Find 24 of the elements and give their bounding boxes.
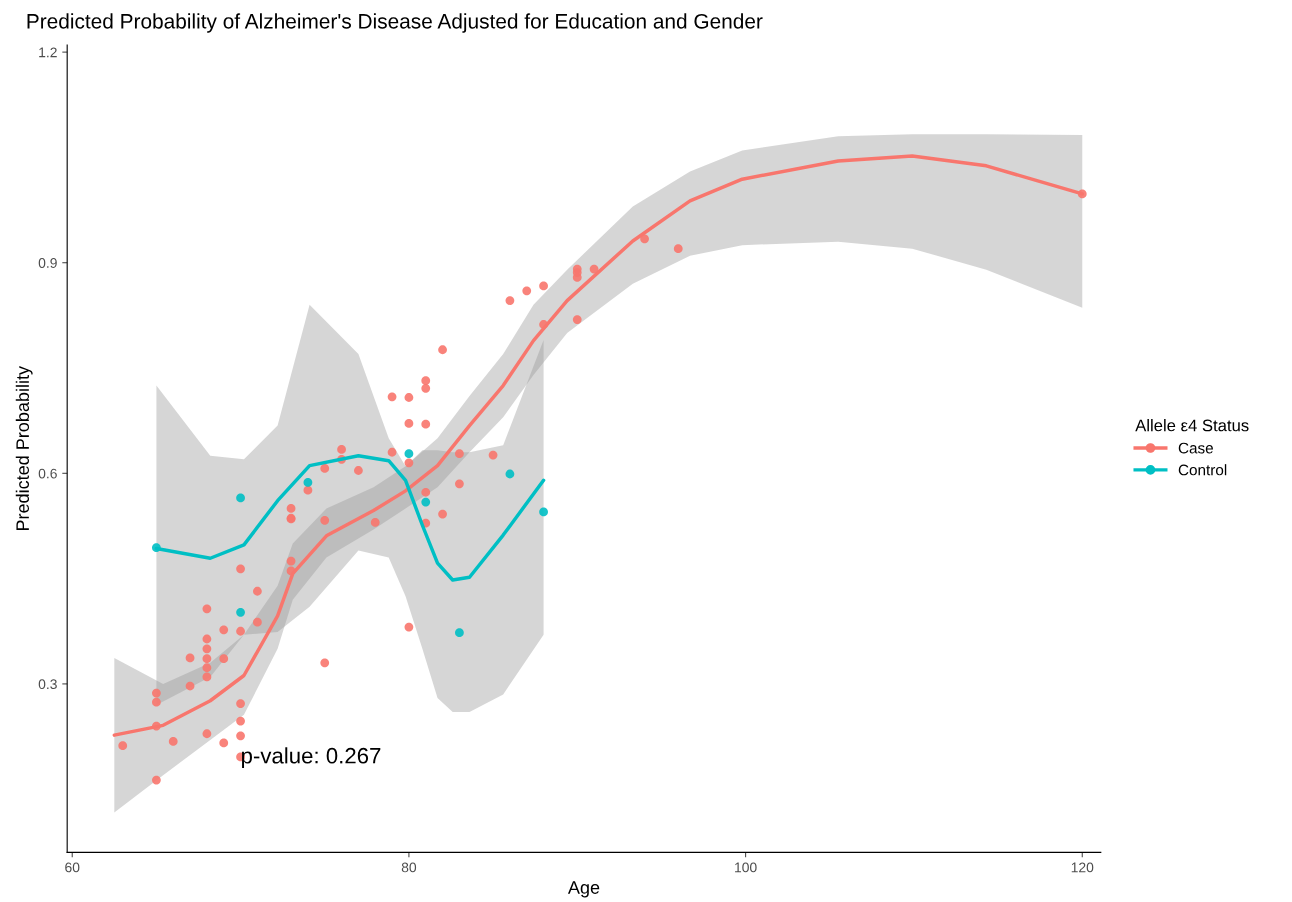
chart-title: Predicted Probability of Alzheimer's Disease Adjusted for Education and Gender: [27, 13, 763, 33]
annotation: p-value: 0.267: [242, 747, 381, 768]
y-tick-label: 0.6: [38, 468, 57, 479]
point: [303, 478, 313, 487]
y-tick-label: 1.2: [39, 47, 57, 58]
legend-label: Control: [1178, 464, 1227, 476]
point: [404, 449, 414, 459]
point: [455, 628, 464, 638]
line-series: [154, 454, 546, 582]
y-tick-label: 0.3: [38, 679, 57, 690]
x-tick-label: 60: [65, 862, 80, 873]
y-tick-label: 0.9: [38, 258, 57, 268]
point: [421, 497, 431, 507]
legend-label: Case: [1178, 442, 1213, 454]
point: [505, 469, 515, 479]
legend-title: Allele ε4 Status: [1135, 419, 1249, 432]
point: [236, 607, 245, 617]
x-tick-label: 120: [1071, 862, 1094, 873]
point: [236, 493, 245, 503]
x-tick-label: 80: [401, 862, 417, 873]
point: [539, 507, 548, 517]
x-axis-title: Age: [567, 881, 600, 898]
y-axis-title: Predicted Probability: [15, 365, 33, 531]
x-tick-label: 100: [735, 862, 757, 873]
